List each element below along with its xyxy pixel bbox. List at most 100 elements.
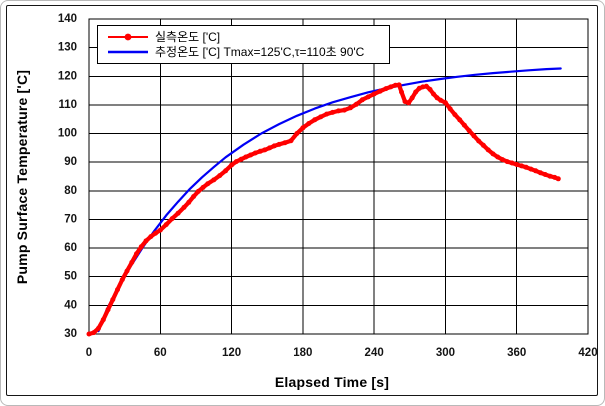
series-marker: [191, 194, 197, 199]
series-marker: [509, 160, 515, 166]
y-tick-label: 100: [58, 128, 77, 140]
series-marker: [500, 157, 505, 163]
series-marker: [105, 307, 111, 313]
chart-outer-border: [6, 5, 598, 396]
y-tick-label: 110: [58, 99, 77, 111]
series-marker: [312, 117, 318, 123]
x-tick-label: 0: [86, 347, 92, 359]
series-marker: [163, 222, 169, 228]
series-marker: [252, 150, 258, 156]
series-marker: [124, 268, 130, 274]
series-marker: [110, 297, 116, 303]
series-marker: [306, 121, 312, 126]
series-marker: [134, 251, 139, 257]
x-tick-label: 180: [293, 347, 312, 359]
series-marker: [438, 97, 444, 103]
series-marker: [393, 82, 398, 88]
y-axis-title: Pump Surface Temperature ['C]: [14, 69, 30, 285]
series-marker: [409, 95, 415, 101]
series-marker: [186, 199, 192, 205]
series-marker: [223, 168, 229, 174]
y-tick-label: 60: [64, 242, 77, 254]
y-tick-label: 120: [58, 70, 77, 82]
y-tick-label: 90: [64, 156, 77, 168]
series-marker: [238, 156, 244, 162]
x-tick-label: 240: [365, 347, 384, 359]
series-marker: [399, 89, 404, 95]
series-line-measured: [86, 82, 561, 337]
series-marker: [547, 173, 553, 179]
series-marker: [480, 142, 486, 148]
series-marker: [257, 148, 263, 154]
series-marker: [115, 287, 120, 293]
x-tick-label: 60: [154, 347, 167, 359]
legend-estimated-label: 추정온도 ['C] Tmax=125'C,τ=110초 90'C: [155, 45, 365, 59]
series-marker: [169, 216, 175, 222]
series-marker: [129, 259, 135, 265]
x-axis-title: Elapsed Time [s]: [274, 374, 390, 390]
series-marker: [371, 91, 377, 97]
series-marker: [504, 159, 510, 165]
series-marker: [294, 131, 300, 136]
x-tick-label: 120: [222, 347, 241, 359]
x-tick-label: 300: [436, 347, 455, 359]
series-marker: [528, 166, 534, 172]
series-marker: [466, 128, 472, 134]
series-marker: [353, 101, 359, 107]
series-marker: [476, 138, 482, 144]
y-tick-label: 140: [58, 13, 77, 25]
x-tick-label: 360: [507, 347, 526, 359]
series-marker: [181, 204, 187, 210]
y-tick-label: 30: [64, 328, 77, 340]
legend-measured-label: 실측온도 ['C]: [155, 30, 221, 44]
series-marker: [485, 147, 491, 153]
series-marker: [282, 140, 288, 146]
series-marker: [431, 91, 436, 97]
series-marker: [347, 105, 353, 111]
series-marker: [330, 109, 336, 115]
series-line-estimated: [97, 67, 562, 333]
series-marker: [442, 100, 448, 106]
y-tick-label: 70: [64, 213, 77, 225]
series-marker: [514, 162, 520, 167]
series-marker: [490, 151, 496, 157]
series-marker: [388, 84, 394, 90]
series-marker: [153, 230, 158, 236]
series-marker: [461, 122, 467, 128]
series-marker: [91, 330, 97, 336]
series-marker: [523, 164, 529, 170]
series-marker: [262, 147, 268, 153]
y-tick-label: 50: [64, 271, 77, 283]
series-marker: [200, 184, 206, 190]
series-marker: [195, 188, 201, 194]
plot-border: [88, 18, 589, 335]
series-marker: [229, 162, 235, 168]
series-marker: [119, 277, 125, 283]
legend: 실측온도 ['C] 추정온도 ['C] Tmax=125'C,τ=110초 90…: [97, 25, 390, 64]
series-marker: [276, 141, 282, 147]
series-marker: [396, 82, 402, 88]
series-marker: [248, 152, 254, 158]
series-marker: [138, 244, 144, 250]
series-marker: [100, 317, 106, 323]
series-marker: [359, 97, 365, 103]
series-marker: [383, 86, 389, 92]
series-marker: [148, 234, 154, 240]
y-tick-label: 40: [64, 299, 77, 311]
series-marker: [243, 154, 249, 160]
series-marker: [538, 170, 543, 176]
y-tick-label: 80: [64, 185, 77, 197]
series-marker: [434, 95, 440, 101]
series-marker: [288, 138, 294, 144]
series-marker: [300, 125, 306, 131]
series-marker: [447, 106, 453, 112]
series-marker: [267, 145, 273, 151]
y-tick-label: 130: [58, 42, 77, 54]
series-marker: [271, 143, 277, 149]
series-marker: [542, 172, 548, 177]
series-marker: [406, 100, 412, 106]
series-marker: [318, 114, 324, 120]
series-marker: [452, 112, 458, 118]
